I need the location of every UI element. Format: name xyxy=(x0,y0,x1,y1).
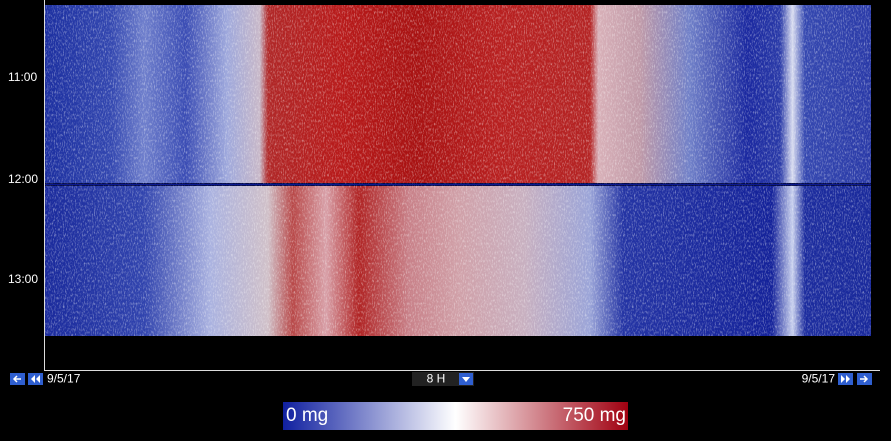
fast-forward-button[interactable] xyxy=(838,373,853,385)
start-date: 9/5/17 xyxy=(47,372,81,386)
time-label: 12:00 xyxy=(8,172,38,186)
span-select[interactable] xyxy=(412,372,474,386)
scale-min-label: 0 mg xyxy=(286,405,328,426)
rewind-button[interactable] xyxy=(28,373,43,385)
scale-max-label: 750 mg xyxy=(563,405,626,426)
toolbar: 9/5/17 8 H 9/5/17 xyxy=(10,372,872,386)
time-label: 11:00 xyxy=(8,70,37,84)
span-label: 8 H xyxy=(427,372,446,386)
time-label: 13:00 xyxy=(8,272,38,286)
color-scale xyxy=(283,402,628,430)
heatmap-noise xyxy=(45,5,871,336)
end-date: 9/5/17 xyxy=(802,372,836,386)
